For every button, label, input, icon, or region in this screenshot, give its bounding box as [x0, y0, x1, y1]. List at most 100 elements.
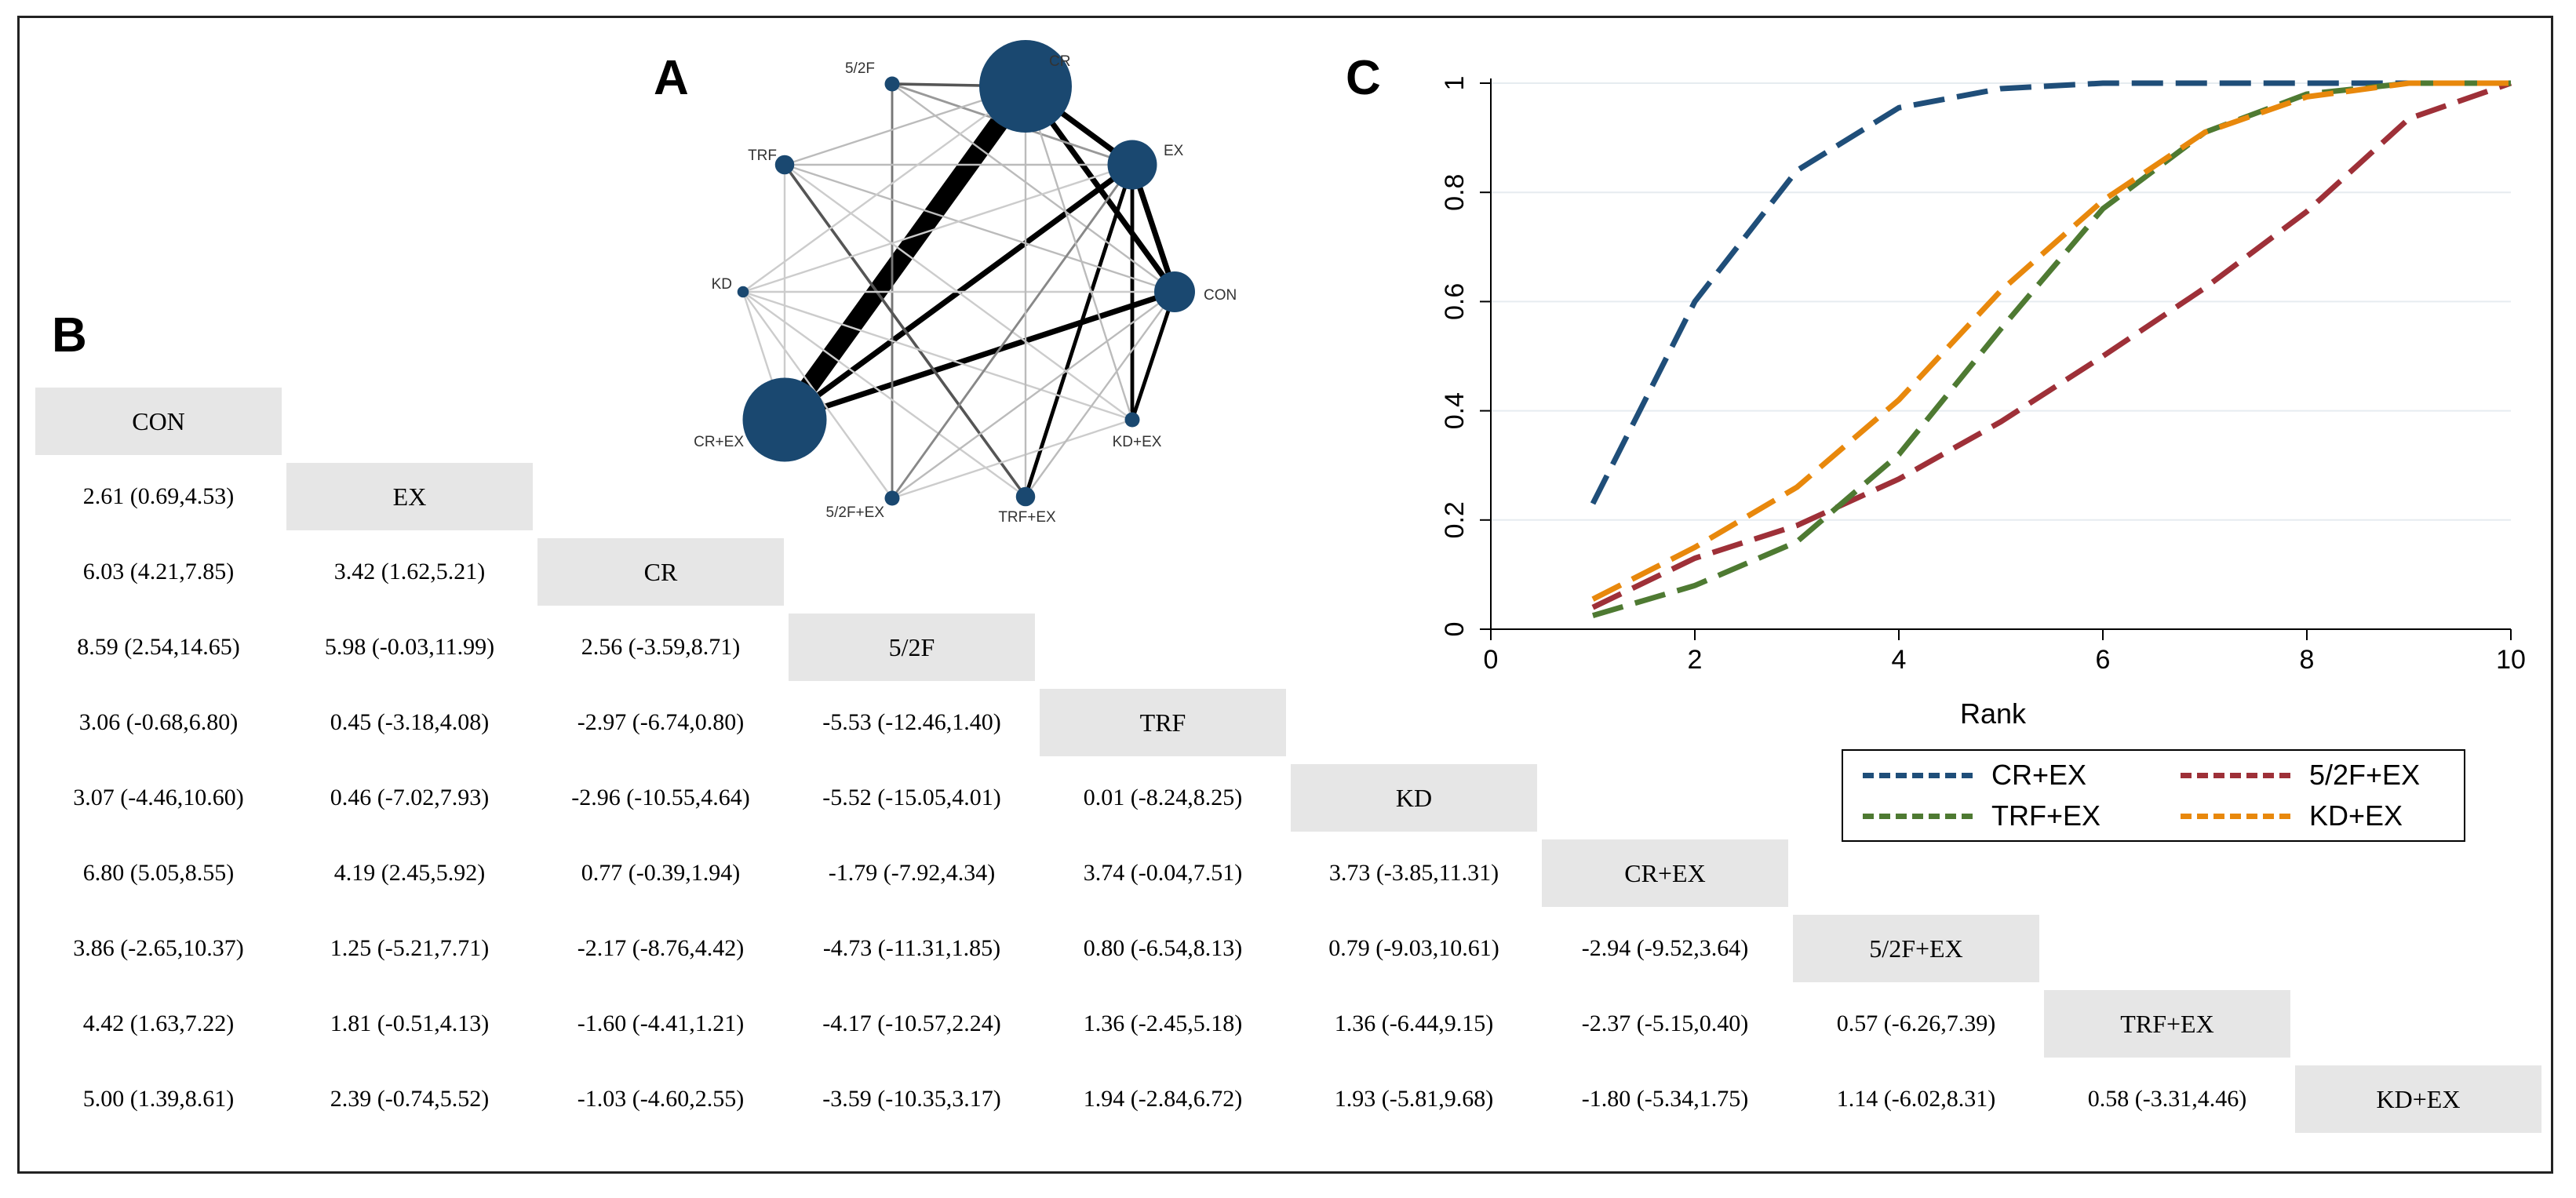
edge-trf-ex-to-con [1025, 291, 1175, 497]
node-label-con: CON [1204, 287, 1237, 304]
league-cell: -2.94 (-9.52,3.64) [1581, 935, 1749, 961]
node-label-kd: KD [712, 276, 732, 293]
league-cell: 5.00 (1.39,8.61) [82, 1086, 235, 1112]
x-tick-label: 10 [2496, 645, 2526, 675]
league-cell: 4.19 (2.45,5.92) [333, 860, 486, 886]
league-cell: 3.07 (-4.46,10.60) [73, 785, 244, 810]
network-edges [741, 80, 1178, 500]
league-cell: 1.93 (-5.81,9.68) [1334, 1086, 1494, 1112]
league-cell: 1.94 (-2.84,6.72) [1083, 1086, 1243, 1112]
y-tick-label: 0.4 [1440, 392, 1470, 429]
league-cell: -2.97 (-6.74,0.80) [577, 709, 745, 735]
panel-label-c: C [1346, 51, 1381, 105]
edge-kd-to-cr [742, 86, 1026, 293]
legend-swatch [2181, 772, 2290, 778]
y-tick-label: 0.8 [1440, 174, 1470, 211]
panel-label-b: B [52, 308, 87, 362]
rank-gridlines [1491, 82, 2511, 521]
league-cell: -1.03 (-4.60,2.55) [577, 1086, 745, 1112]
y-tick-label: 1 [1440, 76, 1470, 91]
chart-legend: CR+EX 5/2F+EX TRF+EX KD+EX [1842, 749, 2465, 842]
league-cell: -3.59 (-10.35,3.17) [822, 1086, 1001, 1112]
y-tick-label: 0.6 [1440, 283, 1470, 320]
league-cell: 0.45 (-3.18,4.08) [330, 709, 490, 735]
league-cell: 3.06 (-0.68,6.80) [78, 709, 239, 735]
node-trf-ex [1015, 486, 1036, 507]
league-diagonal-5-2f: 5/2F [789, 614, 1035, 681]
x-tick-label: 0 [1484, 645, 1499, 675]
legend-item-trf-ex: TRF+EX [1863, 799, 2101, 832]
league-cell: 0.46 (-7.02,7.93) [330, 785, 490, 810]
league-cell: 1.36 (-6.44,9.15) [1334, 1010, 1494, 1036]
node-label-5-2f-ex: 5/2F+EX [826, 504, 885, 521]
node-con [1154, 271, 1195, 312]
league-cell: 0.79 (-9.03,10.61) [1328, 935, 1499, 961]
legend-label: CR+EX [1991, 759, 2087, 791]
league-cell: 3.86 (-2.65,10.37) [73, 935, 244, 961]
league-diagonal-kd: KD [1291, 764, 1537, 832]
network-nodes: 5/2F CR EX CON KD+EX TRF+EX 5/2F+EX CR+EX KD TRF [694, 40, 1237, 526]
edge-con-to-cr-ex [783, 289, 1176, 423]
league-cell: 8.59 (2.54,14.65) [77, 634, 240, 660]
node-ex [1107, 140, 1157, 190]
league-cell: 4.42 (1.63,7.22) [82, 1010, 235, 1036]
edge-trf-to-trf-ex [783, 163, 1027, 498]
legend-swatch [1863, 772, 1973, 778]
node-label-trf: TRF [748, 147, 777, 164]
league-cell: -1.79 (-7.92,4.34) [828, 860, 996, 886]
league-cell: 2.61 (0.69,4.53) [82, 483, 235, 509]
league-cell: 2.39 (-0.74,5.52) [330, 1086, 490, 1112]
league-cell: 2.56 (-3.59,8.71) [581, 634, 741, 660]
x-tick-label: 4 [1892, 645, 1907, 675]
series-line-cr-ex [1590, 80, 2511, 505]
edge-5-2f-to-con [891, 83, 1175, 293]
league-cell: -2.96 (-10.55,4.64) [571, 785, 750, 810]
rank-series-lines [1590, 80, 2512, 618]
league-cell: 3.74 (-0.04,7.51) [1083, 860, 1243, 886]
league-cell: 3.73 (-3.85,11.31) [1328, 860, 1499, 886]
node-label-cr-ex: CR+EX [694, 434, 744, 450]
node-kd [737, 286, 749, 298]
league-cell: -1.60 (-4.41,1.21) [577, 1010, 745, 1036]
edge-5-2f-ex-to-kd-ex [891, 418, 1133, 500]
edge-5-2f-ex-to-ex [891, 164, 1134, 499]
league-cell: 3.42 (1.62,5.21) [333, 559, 486, 584]
x-tick-label: 8 [2300, 645, 2315, 675]
league-cell: 0.58 (-3.31,4.46) [2087, 1086, 2247, 1112]
league-diagonal-trf: TRF [1040, 689, 1286, 756]
league-diagonal-5-2f-ex: 5/2F+EX [1793, 915, 2039, 982]
legend-label: KD+EX [2309, 799, 2403, 832]
edge-kd-to-trf-ex [742, 291, 1026, 497]
league-cell: 0.01 (-8.24,8.25) [1083, 785, 1243, 810]
node-label-ex: EX [1164, 143, 1184, 159]
legend-item-kd-ex: KD+EX [2181, 799, 2403, 832]
x-axis-label: Rank [1960, 697, 2027, 730]
league-cell: -2.17 (-8.76,4.42) [577, 935, 745, 961]
node-5-2f [884, 76, 900, 92]
node-trf [774, 155, 795, 175]
node-label-kd-ex: KD+EX [1113, 434, 1162, 450]
league-cell: -2.37 (-5.15,0.40) [1581, 1010, 1749, 1036]
edge-trf-to-con [784, 163, 1175, 293]
edge-kd-to-ex [742, 163, 1133, 293]
x-tick-label: 6 [2096, 645, 2111, 675]
x-tick-label: 2 [1688, 645, 1703, 675]
network-plot: 5/2F CR EX CON KD+EX TRF+EX 5/2F+EX CR+EX KD TRF [694, 40, 1237, 526]
y-tick-label: 0.2 [1440, 501, 1470, 538]
league-diagonal-kd-ex: KD+EX [2295, 1065, 2541, 1133]
node-label-cr: CR [1049, 53, 1070, 70]
node-kd-ex [1124, 412, 1140, 428]
rank-axes: 00.20.40.60.810 2 4 6 8 10 [1440, 76, 2526, 675]
series-line-kd-ex [1591, 80, 2511, 602]
rank-chart: 00.20.40.60.810 2 4 6 8 10 Rank [1440, 76, 2526, 730]
y-tick-label: 0 [1440, 622, 1470, 637]
league-diagonal-trf-ex: TRF+EX [2044, 990, 2290, 1058]
node-cr [979, 40, 1072, 133]
league-cell: 0.57 (-6.26,7.39) [1836, 1010, 1996, 1036]
legend-swatch [1863, 813, 1973, 819]
series-line-trf-ex [1592, 80, 2511, 618]
league-cell: 1.36 (-2.45,5.18) [1083, 1010, 1243, 1036]
league-cell: 1.25 (-5.21,7.71) [330, 935, 490, 961]
figure-frame [17, 16, 2553, 1174]
league-diagonal-ex: EX [286, 463, 533, 530]
